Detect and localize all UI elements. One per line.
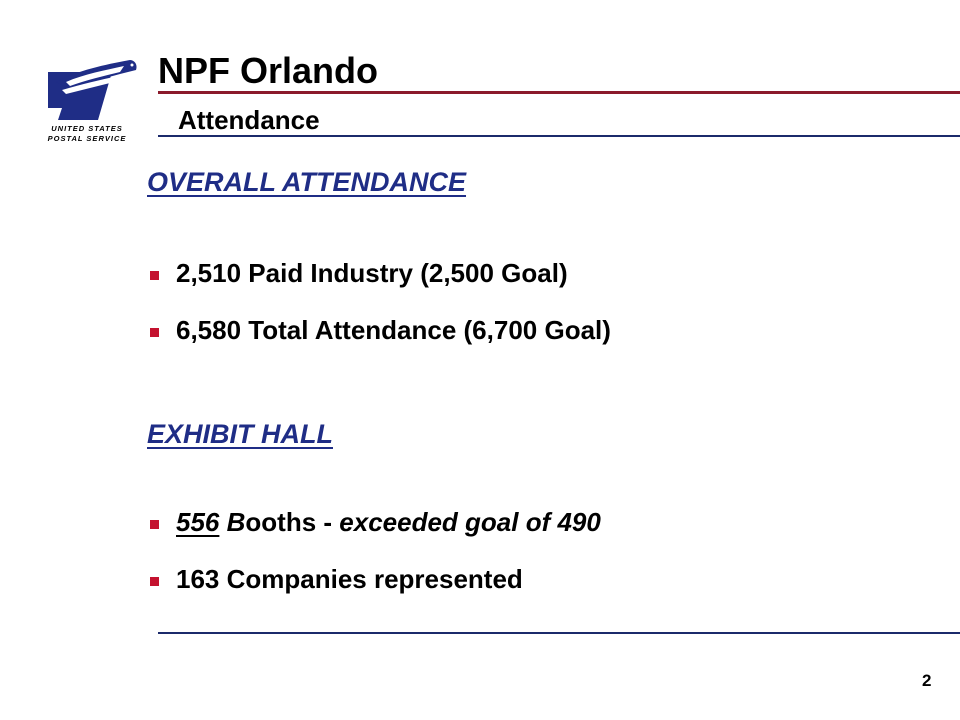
section-heading-overall-attendance: OVERALL ATTENDANCE xyxy=(147,167,467,197)
bullet-square-icon xyxy=(150,576,159,586)
goal-text: exceeded goal of 490 xyxy=(339,507,601,537)
list-item-text: 163 Companies represented xyxy=(176,564,523,594)
page-number: 2 xyxy=(922,671,932,690)
list-item-text: 2,510 Paid Industry (2,500 Goal) xyxy=(176,258,568,288)
usps-logo: UNITED STATES POSTAL SERVICE xyxy=(40,58,140,150)
list-item: 6,580 Total Attendance (6,700 Goal) xyxy=(150,315,611,346)
footer-divider xyxy=(158,632,960,634)
section-heading-exhibit-hall: EXHIBIT HALL xyxy=(147,419,333,449)
bullet-square-icon xyxy=(150,519,159,529)
logo-text-postal-service: POSTAL SERVICE xyxy=(47,134,127,143)
page-title: NPF Orlando xyxy=(158,50,379,91)
subtitle-divider xyxy=(158,135,960,137)
logo-text-united-states: UNITED STATES xyxy=(51,124,123,133)
list-item: 2,510 Paid Industry (2,500 Goal) xyxy=(150,258,568,289)
page-subtitle: Attendance xyxy=(178,105,320,135)
list-item-text: 556 Booths - exceeded goal of 490 xyxy=(176,507,601,538)
eagle-icon xyxy=(48,60,137,120)
bullet-square-icon xyxy=(150,270,159,280)
list-item: 556 Booths - exceeded goal of 490 xyxy=(150,507,601,538)
title-divider xyxy=(158,91,960,94)
list-item: 163 Companies represented xyxy=(150,564,523,595)
booth-count: 556 xyxy=(176,507,220,537)
list-item-text: 6,580 Total Attendance (6,700 Goal) xyxy=(176,315,611,345)
bullet-square-icon xyxy=(150,327,159,337)
booths-word: ooths - xyxy=(245,507,340,537)
booths-initial: B xyxy=(226,507,246,537)
